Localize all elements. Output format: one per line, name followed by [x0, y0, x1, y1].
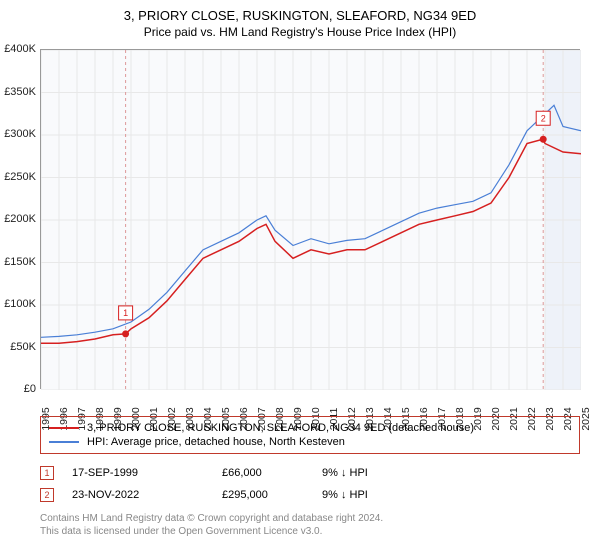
sale-delta: 9% ↓ HPI: [322, 489, 422, 501]
sale-date: 17-SEP-1999: [72, 467, 222, 479]
y-tick-label: £400K: [4, 43, 36, 55]
y-tick-label: £50K: [10, 341, 36, 353]
y-axis-labels: £0£50K£100K£150K£200K£250K£300K£350K£400…: [0, 49, 38, 389]
y-tick-label: £200K: [4, 213, 36, 225]
x-axis-labels: 1995199619971998199920002001200220032004…: [40, 389, 580, 419]
chart-title: 3, PRIORY CLOSE, RUSKINGTON, SLEAFORD, N…: [0, 0, 600, 23]
sales-table: 1 17-SEP-1999£66,0009% ↓ HPI 2 23-NOV-2022£…: [40, 462, 580, 506]
legend-label: 3, PRIORY CLOSE, RUSKINGTON, SLEAFORD, N…: [87, 422, 474, 434]
footer-line-1: Contains HM Land Registry data © Crown c…: [40, 512, 580, 525]
y-tick-label: £250K: [4, 171, 36, 183]
legend-swatch: [49, 427, 79, 429]
sale-price: £66,000: [222, 467, 322, 479]
x-tick-label: 2025: [580, 407, 592, 430]
y-tick-label: £150K: [4, 256, 36, 268]
legend: 3, PRIORY CLOSE, RUSKINGTON, SLEAFORD, N…: [40, 416, 580, 454]
footer-line-2: This data is licensed under the Open Gov…: [40, 525, 580, 538]
sale-date: 23-NOV-2022: [72, 489, 222, 501]
legend-swatch: [49, 441, 79, 443]
sale-row: 1 17-SEP-1999£66,0009% ↓ HPI: [40, 462, 580, 484]
chart-svg: 12: [41, 50, 581, 390]
legend-label: HPI: Average price, detached house, Nort…: [87, 436, 345, 448]
sale-marker-icon: 1: [40, 466, 54, 480]
sale-marker-icon: 2: [40, 488, 54, 502]
svg-text:2: 2: [541, 113, 546, 123]
sale-row: 2 23-NOV-2022£295,0009% ↓ HPI: [40, 484, 580, 506]
y-tick-label: £0: [24, 383, 36, 395]
y-tick-label: £300K: [4, 128, 36, 140]
sale-price: £295,000: [222, 489, 322, 501]
y-tick-label: £350K: [4, 86, 36, 98]
plot-area: 12: [40, 49, 580, 389]
chart-subtitle: Price paid vs. HM Land Registry's House …: [0, 23, 600, 45]
footer-attribution: Contains HM Land Registry data © Crown c…: [40, 512, 580, 538]
sale-delta: 9% ↓ HPI: [322, 467, 422, 479]
legend-item: HPI: Average price, detached house, Nort…: [49, 435, 571, 449]
chart-container: £0£50K£100K£150K£200K£250K£300K£350K£400…: [40, 49, 600, 419]
svg-text:1: 1: [123, 308, 128, 318]
y-tick-label: £100K: [4, 298, 36, 310]
legend-item: 3, PRIORY CLOSE, RUSKINGTON, SLEAFORD, N…: [49, 421, 571, 435]
